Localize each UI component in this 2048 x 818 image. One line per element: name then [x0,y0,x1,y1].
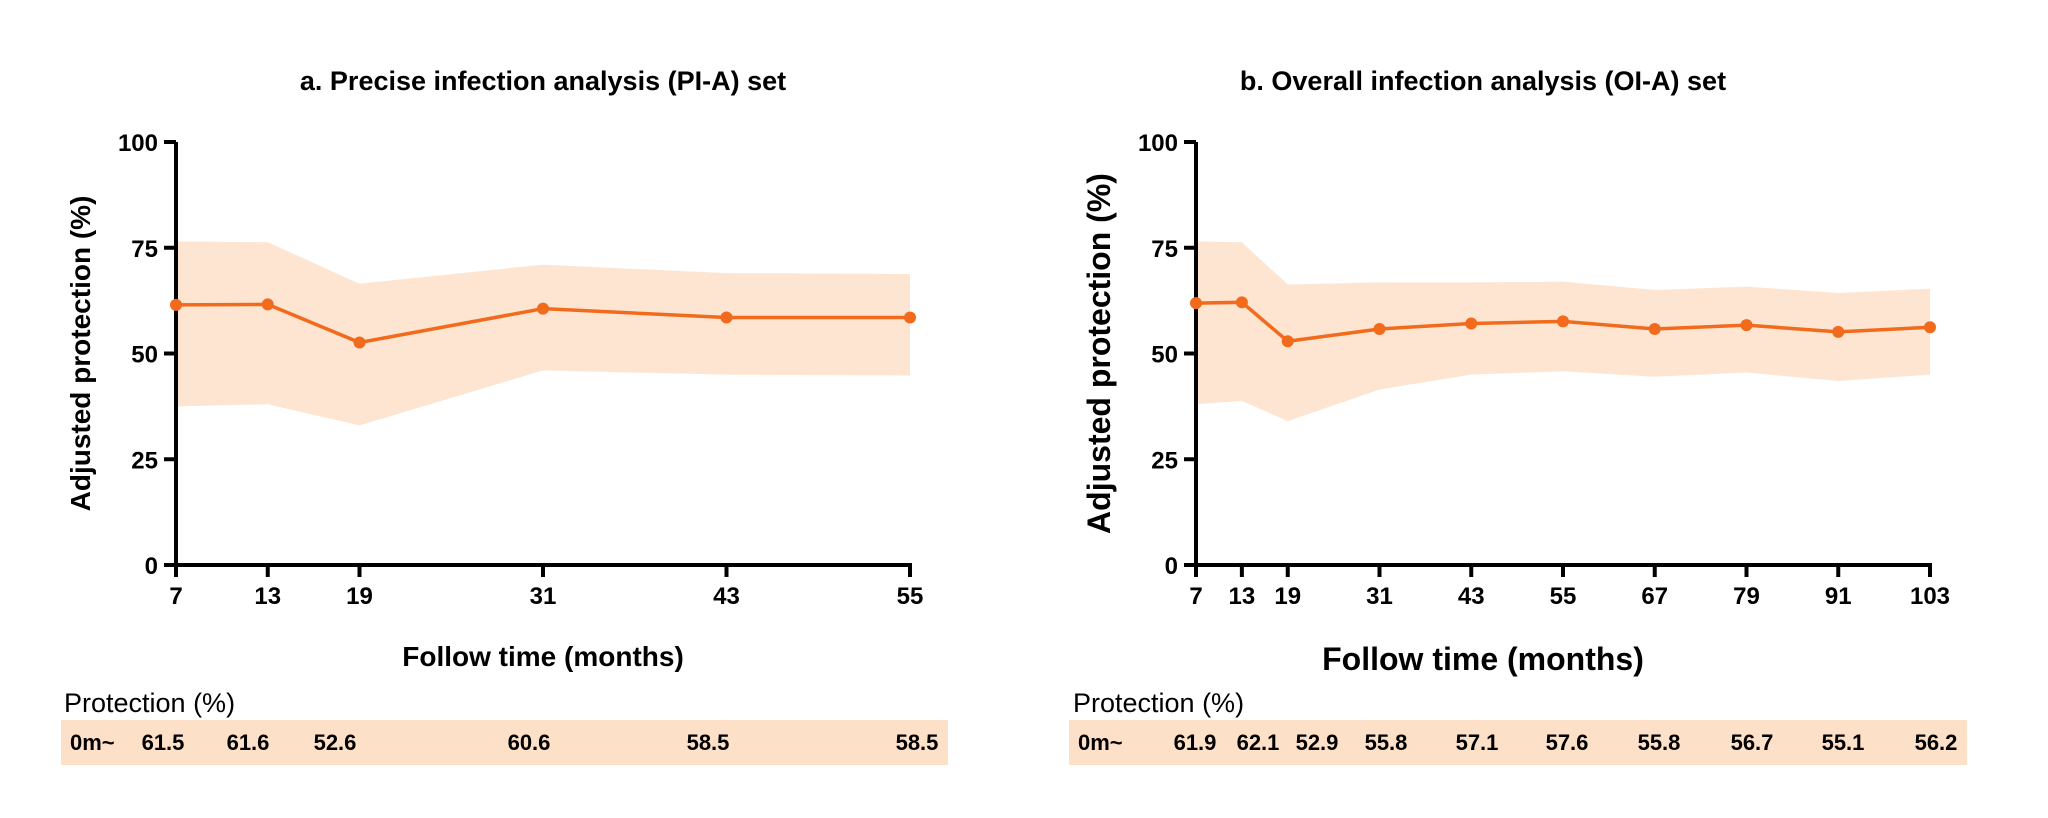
protection-value: 52.9 [1296,730,1339,755]
data-point [353,336,366,349]
data-point [1465,317,1478,330]
protection-value: 62.1 [1237,730,1280,755]
protection-value: 56.2 [1915,730,1958,755]
data-point [1648,322,1661,335]
y-tick-label: 50 [1151,342,1178,369]
protection-row-label: 0m~ [70,730,115,755]
series-line [1195,300,1931,344]
y-tick-label: 50 [131,342,158,369]
protection-value: 55.1 [1822,730,1865,755]
chart-title: b. Overall infection analysis (OI-A) set [1240,66,1726,96]
protection-value: 57.6 [1546,730,1589,755]
data-point [1832,325,1845,338]
data-point [537,302,549,315]
x-tick-label: 19 [346,583,373,610]
x-tick-label: 31 [1366,583,1393,610]
x-tick-label: 7 [169,583,182,610]
protection-caption: Protection (%) [1073,688,1244,718]
protection-row-label: 0m~ [1078,730,1123,755]
protection-value: 60.6 [508,730,551,755]
data-point [904,311,916,324]
y-tick-label: 0 [145,553,158,580]
x-axis-label: Follow time (months) [1322,641,1644,677]
chart-panel-b: 0 25 50 75 100 7 13 19 31 43 55 67 79 91 103 b. Overall… [1069,66,1967,765]
x-tick-label: 31 [530,583,557,610]
protection-caption: Protection (%) [64,688,235,718]
protection-value: 61.9 [1174,730,1217,755]
data-point [1557,315,1569,328]
y-tick-label: 0 [1165,553,1178,580]
y-tick-label: 100 [118,130,158,157]
data-point [1281,335,1294,348]
y-tick-label: 75 [1151,236,1178,263]
x-tick-label: 55 [897,583,924,610]
x-tick-label: 13 [1229,583,1256,610]
protection-value: 61.5 [142,730,185,755]
data-point [720,311,733,324]
x-tick-label: 55 [1550,583,1577,610]
protection-value: 57.1 [1456,730,1499,755]
x-tick-label: 7 [1189,583,1202,610]
protection-value: 56.7 [1731,730,1774,755]
y-tick-label: 25 [1151,447,1178,474]
protection-row: Protection (%) 0m~ 61.9 62.1 52.9 55.8 57.1 57.… [1069,688,1967,765]
x-tick-label: 43 [1458,583,1485,610]
ci-band [1196,241,1930,422]
x-tick-label: 13 [254,583,281,610]
data-point [170,298,182,311]
ci-band [176,241,910,426]
x-tick-label: 67 [1641,583,1668,610]
protection-value: 58.5 [896,730,939,755]
y-tick-label: 100 [1138,130,1178,157]
data-point [1924,321,1936,334]
y-axis-label: Adjusted protection (%) [1081,173,1117,534]
protection-value: 55.8 [1638,730,1681,755]
data-point [261,298,274,311]
x-tick-label: 43 [713,583,740,610]
x-tick-label: 79 [1733,583,1760,610]
y-tick-label: 75 [131,236,158,263]
protection-value: 52.6 [314,730,357,755]
chart-title: a. Precise infection analysis (PI-A) set [300,66,786,96]
protection-value: 55.8 [1365,730,1408,755]
data-point [1235,296,1248,309]
y-axis-label: Adjusted protection (%) [65,196,96,512]
x-tick-label: 103 [1910,583,1950,610]
series-line [175,302,910,345]
x-axis-label: Follow time (months) [402,641,684,672]
chart-panel-a: 0 25 50 75 100 7 13 19 31 43 55 a. Precise infectio… [61,66,948,765]
protection-value: 61.6 [227,730,270,755]
data-point [1373,322,1386,335]
x-tick-label: 19 [1274,583,1301,610]
data-point [1190,297,1202,310]
protection-value: 58.5 [687,730,730,755]
x-tick-label: 91 [1825,583,1852,610]
y-tick-label: 25 [131,447,158,474]
protection-row-background [61,720,948,765]
protection-row-background [1069,720,1967,765]
data-point [1740,319,1753,332]
protection-row: Protection (%) 0m~ 61.5 61.6 52.6 60.6 58.5 58.… [61,688,948,765]
